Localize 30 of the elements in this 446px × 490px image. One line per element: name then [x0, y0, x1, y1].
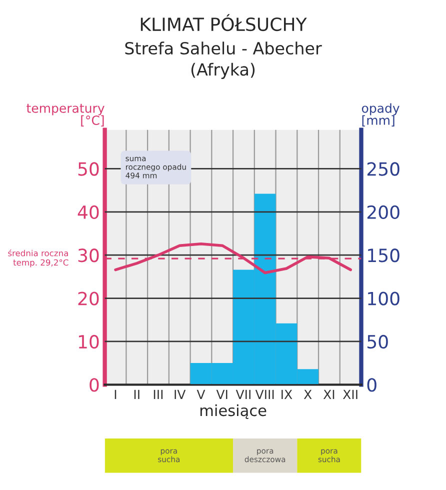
x-tick-label: VII [236, 390, 250, 400]
x-tick-label: XI [323, 390, 334, 400]
y2-axis-title: opady [mm] [362, 103, 400, 126]
y2-tick-label: 0 [367, 378, 376, 392]
x-tick-label: X [304, 390, 312, 400]
y-tick-label: 30 [78, 248, 99, 262]
y2-tick-label: 250 [367, 162, 400, 176]
y-axis-title: temperatury [°C] [26, 104, 104, 126]
y2-tick-label: 50 [368, 334, 388, 349]
y2-tick-label: 150 [368, 248, 400, 262]
x-tick-label: III [154, 390, 163, 400]
chart-title: KLIMAT PÓŁSUCHY [140, 14, 307, 32]
y-tick-label: 0 [90, 378, 99, 392]
y-tick-label: 20 [78, 292, 99, 306]
x-tick-label: VI [216, 390, 228, 400]
x-tick-label: XII [342, 390, 358, 400]
x-tick-label: IV [174, 390, 186, 400]
x-tick-label: IX [282, 390, 292, 400]
y2-tick-label: 100 [368, 292, 400, 306]
chart-subtitle: Strefa Sahelu - Abecher (Afryka) [125, 42, 322, 79]
y-tick-label: 10 [78, 334, 99, 349]
x-tick-label: I [114, 390, 116, 400]
y-tick-label: 50 [78, 162, 99, 176]
x-tick-label: VIII [255, 390, 274, 400]
ref-line-label: średnia roczna temp. 29,2°C [8, 250, 68, 268]
x-tick-label: II [134, 390, 140, 400]
y-tick-label: 40 [78, 205, 99, 220]
x-tick-label: V [196, 390, 206, 400]
y2-tick-label: 200 [367, 205, 400, 220]
x-axis-title: miesiące [200, 404, 266, 419]
